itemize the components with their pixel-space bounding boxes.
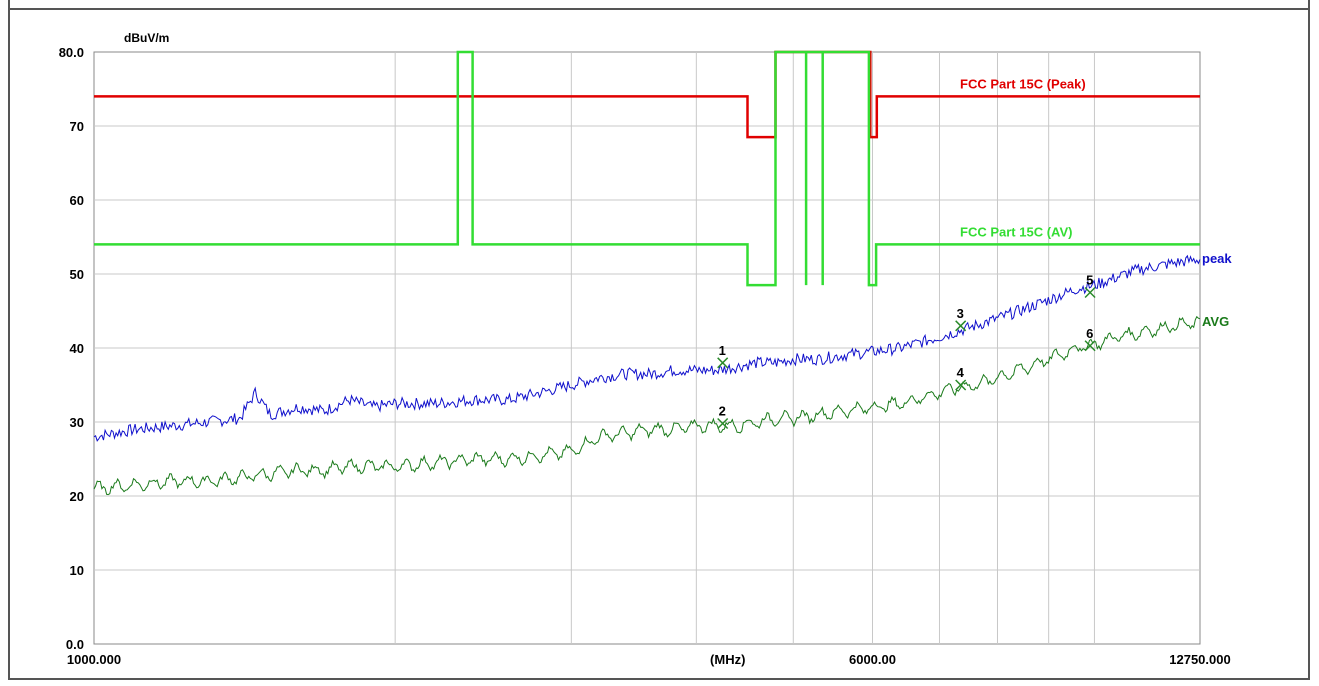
y-tick-labels: 80.0 70 60 50 40 30 20 10 0.0	[59, 45, 84, 652]
y-tick-label: 0.0	[66, 637, 84, 652]
chart-frame-top-border	[8, 8, 1310, 10]
marker-label: 3	[957, 306, 964, 321]
y-tick-label: 50	[70, 267, 84, 282]
y-tick-label: 20	[70, 489, 84, 504]
chart-frame	[8, 0, 1310, 680]
marker-label: 6	[1086, 326, 1093, 341]
y-tick-label: 60	[70, 193, 84, 208]
x-tick-label: 12750.000	[1169, 652, 1230, 667]
y-tick-label: 40	[70, 341, 84, 356]
y-tick-label: 10	[70, 563, 84, 578]
marker-label: 1	[719, 343, 726, 358]
trace-avg	[93, 315, 1201, 496]
x-tick-labels: 1000.000 (MHz) 6000.00 12750.000	[67, 652, 1231, 667]
marker-cross	[1084, 340, 1096, 352]
marker-cross	[955, 320, 967, 332]
y-unit-label: dBuV/m	[124, 31, 169, 45]
y-tick-label: 30	[70, 415, 84, 430]
y-tick-label: 70	[70, 119, 84, 134]
marker-label: 2	[719, 403, 726, 418]
limit-line-av	[94, 50, 1200, 287]
trace-label-peak: peak	[1202, 251, 1232, 266]
marker-cross	[1084, 286, 1096, 299]
x-tick-label: 6000.00	[849, 652, 896, 667]
limit-label-av: FCC Part 15C (AV)	[960, 224, 1072, 239]
markers: 1 2 3 4 5 6	[717, 273, 1096, 430]
x-tick-label: 1000.000	[67, 652, 121, 667]
grid	[94, 52, 1200, 644]
marker-cross	[717, 417, 729, 430]
marker-cross	[717, 357, 729, 369]
marker-cross	[955, 379, 967, 391]
marker-label: 4	[957, 365, 965, 380]
limit-label-peak: FCC Part 15C (Peak)	[960, 76, 1086, 91]
marker-label: 5	[1086, 273, 1093, 288]
trace-peak	[93, 254, 1201, 442]
traces: peak AVG	[93, 251, 1232, 496]
x-tick-label: (MHz)	[710, 652, 745, 667]
trace-label-avg: AVG	[1202, 314, 1229, 329]
limit-lines: FCC Part 15C (Peak) FCC Part 15C (AV)	[94, 50, 1200, 287]
y-tick-label: 80.0	[59, 45, 84, 60]
